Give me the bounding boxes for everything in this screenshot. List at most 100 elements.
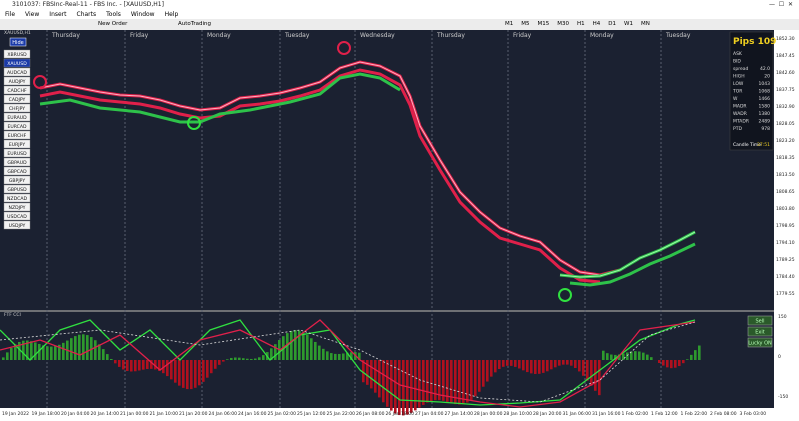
symbol-label: XAUUSD,H1 (4, 30, 31, 36)
histogram-bar (570, 360, 573, 366)
histogram-bar (74, 336, 77, 360)
histogram-bar (394, 360, 397, 414)
time-label: 25 Jan 22:00 (327, 411, 356, 417)
menu-item[interactable]: Charts (76, 11, 97, 18)
timeframe-button[interactable]: MN (640, 21, 650, 27)
symbol-button[interactable] (3, 166, 31, 176)
menu-item[interactable]: Insert (49, 11, 67, 18)
histogram-bar (42, 345, 45, 360)
histogram-bar (178, 360, 181, 386)
price-label: 1808.65 (776, 189, 795, 195)
symbol-text: USDJPY (9, 223, 26, 229)
symbol-text: EURAUD (7, 115, 27, 121)
histogram-bar (490, 360, 493, 377)
timeframe-button[interactable]: M30 (557, 21, 569, 27)
histogram-bar (206, 360, 209, 378)
histogram-bar (526, 360, 529, 373)
hide-button[interactable] (9, 37, 27, 47)
symbol-button[interactable] (3, 157, 31, 167)
info-key: BID (733, 59, 741, 65)
indicator-button[interactable] (747, 326, 773, 337)
histogram-bar (190, 360, 193, 390)
timeframe-button[interactable]: M5 (521, 21, 530, 27)
info-key: W (733, 96, 738, 102)
symbol-button[interactable] (3, 112, 31, 122)
histogram-bar (322, 348, 325, 360)
histogram-bar (690, 354, 693, 360)
timeframe-button[interactable]: W1 (624, 21, 633, 27)
timeframe-button[interactable]: M1 (505, 21, 514, 27)
new-order-button[interactable]: New Order (98, 21, 128, 27)
menu-item[interactable]: File (5, 11, 16, 18)
menu-item[interactable]: Window (130, 11, 155, 18)
timeframe-button[interactable]: H4 (592, 21, 601, 27)
timeframe-button[interactable]: D1 (608, 21, 617, 27)
symbol-text: GBPUSD (7, 187, 27, 193)
indicator-button-text: Lucky ON (748, 341, 772, 347)
symbol-button[interactable] (3, 148, 31, 158)
autotrading-button[interactable]: AutoTrading (178, 21, 211, 27)
symbol-button[interactable] (3, 76, 31, 86)
histogram-bar (242, 358, 245, 360)
timeframe-button[interactable]: M15 (537, 21, 550, 27)
symbol-button[interactable] (3, 193, 31, 203)
histogram-bar (378, 360, 381, 398)
histogram-bar (430, 360, 433, 402)
symbol-button[interactable] (3, 103, 31, 113)
histogram-bar (674, 360, 677, 368)
histogram-bar (222, 360, 225, 362)
price-label: 1818.35 (776, 155, 795, 161)
symbol-button[interactable] (3, 211, 31, 221)
histogram-bar (114, 360, 117, 364)
histogram-bar (286, 333, 289, 360)
info-value: 978 (761, 126, 770, 132)
indicator-button[interactable] (747, 315, 773, 326)
symbol-button[interactable] (3, 130, 31, 140)
symbol-button[interactable] (3, 139, 31, 149)
symbol-button[interactable] (3, 175, 31, 185)
histogram-bar (698, 345, 701, 360)
chart-area: Thursday Friday Monday Tuesday Wednesday Thur… (0, 30, 799, 421)
symbol-button[interactable] (3, 49, 31, 59)
histogram-bar (78, 334, 81, 360)
symbol-button[interactable] (3, 220, 31, 230)
time-label: 20 Jan 04:00 (61, 411, 90, 417)
histogram-bar (558, 360, 561, 366)
histogram-bar (294, 330, 297, 360)
time-label: 24 Jan 16:00 (238, 411, 267, 417)
histogram-bar (550, 360, 553, 370)
time-label: 2 Feb 08:00 (710, 411, 737, 417)
info-value: 20 (764, 74, 770, 80)
symbol-button[interactable] (3, 58, 31, 68)
histogram-bar (682, 360, 685, 364)
menu-item[interactable]: Help (164, 11, 179, 18)
histogram-bar (366, 360, 369, 385)
symbol-button[interactable] (3, 121, 31, 131)
time-label: 1 Feb 12:00 (651, 411, 678, 417)
symbol-button[interactable] (3, 94, 31, 104)
indicator-axis-label: 150 (778, 314, 787, 320)
histogram-bar (638, 351, 641, 360)
histogram-bar (10, 347, 13, 360)
menu-item[interactable]: Tools (106, 11, 121, 18)
price-label: 1779.55 (776, 291, 795, 297)
day-label: Thursday (51, 32, 80, 39)
timeframe-button[interactable]: H1 (577, 21, 585, 27)
histogram-bar (110, 358, 113, 360)
histogram-bar (274, 344, 277, 360)
histogram-bar (14, 344, 17, 360)
day-label: Thursday (436, 32, 465, 39)
symbol-button[interactable] (3, 184, 31, 194)
histogram-bar (446, 360, 449, 402)
indicator-button[interactable] (747, 337, 773, 348)
info-key: ASK (733, 51, 743, 57)
histogram-bar (602, 350, 605, 360)
menu-item[interactable]: View (25, 11, 40, 18)
window-title: 3101037: FBSInc-Real-11 - FBS Inc. - [XA… (12, 1, 164, 8)
symbol-button[interactable] (3, 202, 31, 212)
time-label: 27 Jan 14:00 (445, 411, 474, 417)
indicator-button-text: Exit (755, 330, 765, 336)
symbol-button[interactable] (3, 67, 31, 77)
histogram-bar (518, 360, 521, 369)
symbol-button[interactable] (3, 85, 31, 95)
